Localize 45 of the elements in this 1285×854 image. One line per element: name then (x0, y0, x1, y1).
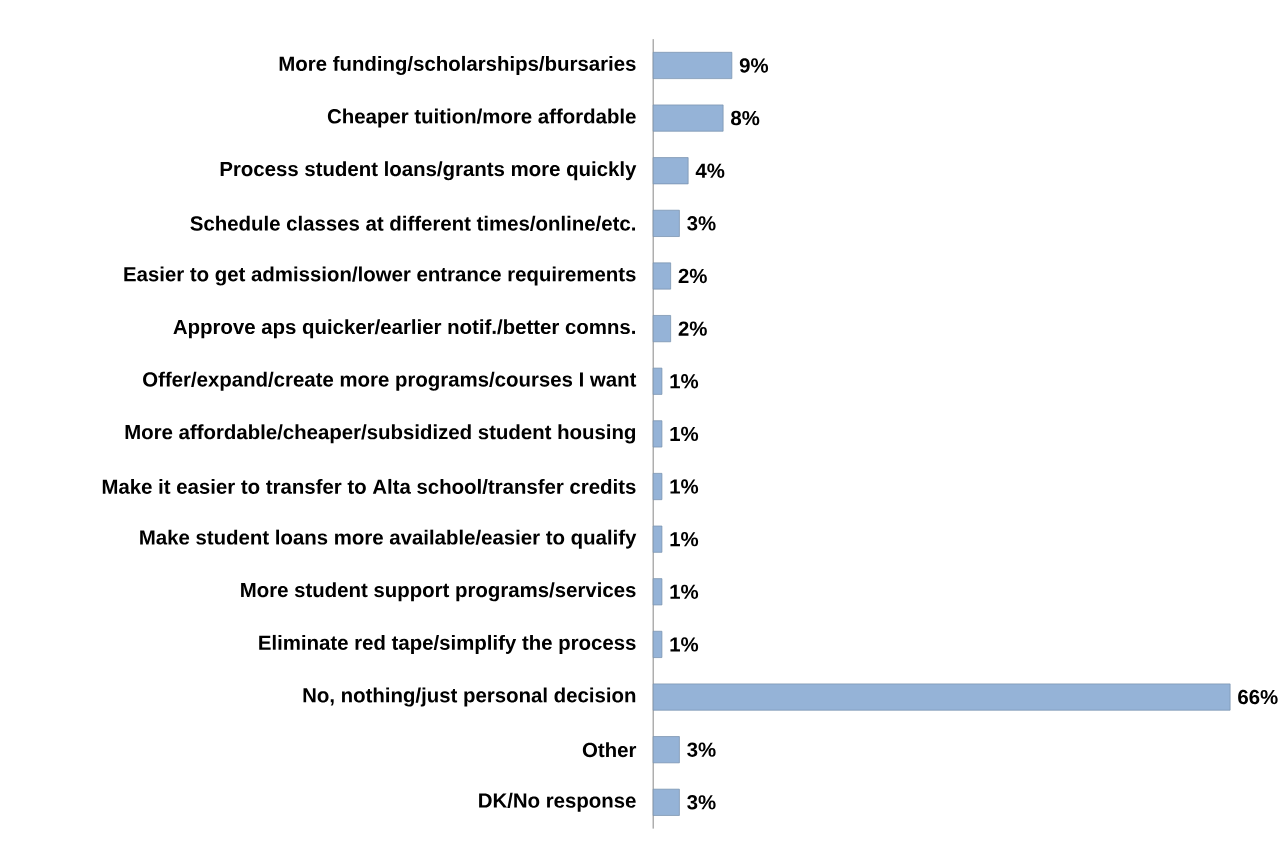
y-tick-label: More funding/scholarships/bursaries (279, 55, 636, 75)
bar (652, 525, 663, 553)
data-label: 8% (731, 110, 760, 126)
data-label: 1% (670, 479, 699, 494)
data-label: 1% (670, 584, 699, 599)
y-tick-label: Make it easier to transfer to Alta school/transfer credits (102, 478, 636, 494)
y-tick-label: Make student loans more available/easier to qualify (140, 529, 637, 549)
data-label: 1% (670, 373, 699, 389)
data-label: 2% (678, 268, 707, 284)
bar (652, 472, 663, 500)
data-label: 3% (687, 794, 716, 810)
data-label: 2% (678, 321, 707, 336)
bar (652, 578, 663, 606)
bar (652, 736, 680, 764)
bar (652, 367, 663, 395)
y-tick-label: Schedule classes at different times/online/etc. (190, 215, 636, 231)
bar (652, 420, 663, 448)
y-tick-label: Easier to get admission/lower entrance requirements (124, 266, 636, 286)
bar (652, 104, 724, 132)
y-tick-label: Offer/expand/create more programs/courses I want (143, 371, 637, 391)
data-label: 3% (687, 216, 716, 231)
data-label: 1% (670, 426, 699, 441)
data-label: 3% (687, 742, 716, 757)
y-tick-label: DK/No response (479, 792, 636, 812)
data-label: 9% (739, 58, 769, 73)
y-tick-label: Cheaper tuition/more affordable (327, 108, 636, 128)
y-tick-label: Approve aps quicker/earlier notif./better comns. (173, 319, 636, 339)
bar (652, 788, 680, 816)
data-label: 1% (670, 637, 699, 652)
y-tick-label: Other (582, 742, 637, 758)
y-tick-label: No, nothing/just personal decision (303, 687, 636, 707)
data-label: 66% (1238, 689, 1278, 705)
y-tick-label: More student support programs/services (241, 582, 636, 602)
data-label: 1% (670, 531, 699, 547)
bar (652, 157, 689, 185)
bar (652, 209, 680, 237)
bar (652, 314, 672, 343)
y-tick-label: Eliminate red tape/simplify the process (259, 634, 636, 654)
bar (652, 51, 733, 79)
bar (652, 262, 672, 290)
y-tick-label: Process student loans/grants more quickly (220, 161, 637, 181)
bar (652, 630, 663, 658)
data-label: 4% (695, 163, 725, 178)
y-tick-label: More affordable/cheaper/subsidized student housing (125, 424, 636, 444)
bar (652, 683, 1231, 711)
